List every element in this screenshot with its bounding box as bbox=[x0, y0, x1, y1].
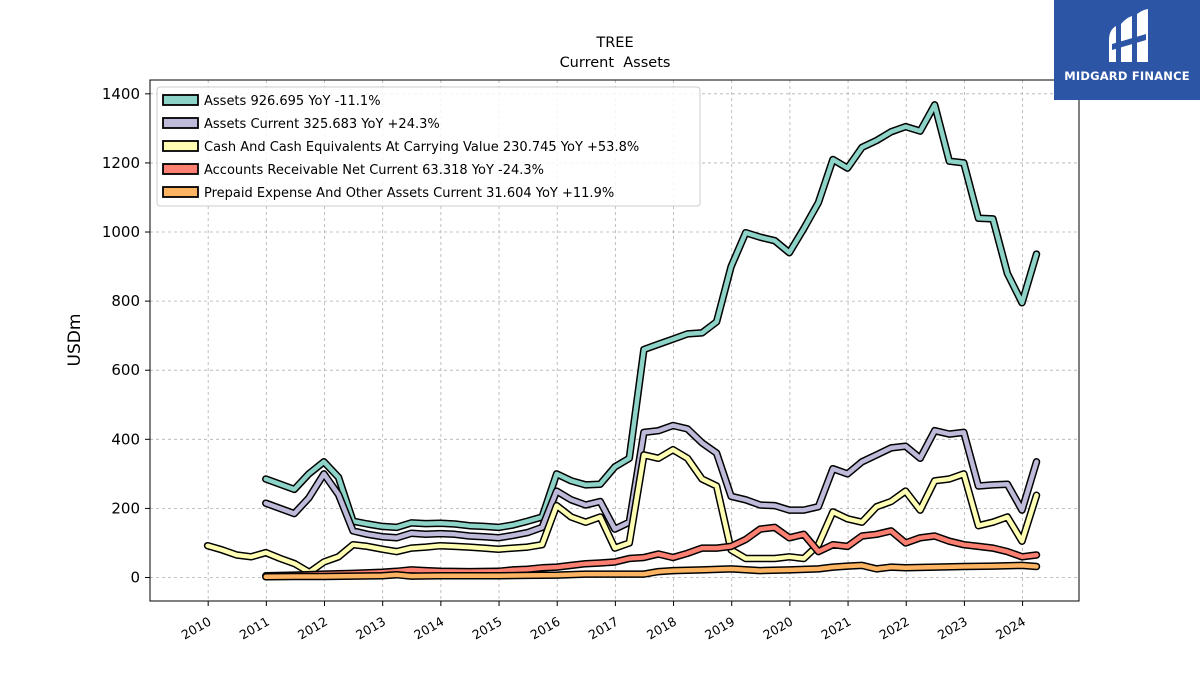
legend-item: Assets 926.695 YoY -11.1% bbox=[162, 94, 381, 109]
logo-text: MIDGARD FINANCE bbox=[1064, 69, 1190, 83]
legend-swatch bbox=[162, 163, 199, 175]
x-tick-label: 2022 bbox=[877, 614, 912, 643]
series-line bbox=[263, 563, 1039, 580]
logo-mark-icon bbox=[1109, 9, 1148, 62]
series-lines bbox=[203, 101, 1041, 581]
x-axis-ticks: 2010 2011 2012 2013 2014 2015 2016 2017 2018 2019… bbox=[179, 601, 1028, 643]
y-tick-label: 800 bbox=[111, 292, 140, 310]
series-line bbox=[263, 423, 1039, 541]
series-line bbox=[263, 102, 1039, 530]
x-tick-label: 2014 bbox=[411, 614, 446, 643]
legend-label: Accounts Receivable Net Current 63.318 Y… bbox=[204, 163, 544, 178]
legend-label: Cash And Cash Equivalents At Carrying Va… bbox=[204, 140, 639, 155]
series-1 bbox=[262, 421, 1041, 542]
legend-item: Assets Current 325.683 YoY +24.3% bbox=[162, 117, 440, 132]
series-2 bbox=[203, 445, 1041, 577]
y-tick-label: 0 bbox=[130, 569, 140, 587]
y-tick-label: 1400 bbox=[102, 85, 140, 103]
series-3 bbox=[262, 523, 1041, 580]
legend-swatch bbox=[162, 94, 199, 106]
legend-swatch bbox=[162, 186, 199, 198]
x-tick-label: 2023 bbox=[935, 614, 970, 643]
legend-item: Accounts Receivable Net Current 63.318 Y… bbox=[162, 163, 544, 178]
y-axis-label: USDm bbox=[65, 314, 85, 367]
series-0 bbox=[262, 101, 1041, 532]
series-line bbox=[205, 447, 1039, 575]
x-tick-label: 2011 bbox=[237, 614, 272, 643]
x-tick-label: 2010 bbox=[179, 614, 214, 643]
legend-label: Prepaid Expense And Other Assets Current… bbox=[204, 186, 614, 201]
x-tick-label: 2020 bbox=[760, 614, 795, 643]
legend-swatch bbox=[162, 140, 199, 152]
x-tick-label: 2017 bbox=[586, 614, 621, 643]
y-tick-label: 600 bbox=[111, 361, 140, 379]
legend-item: Prepaid Expense And Other Assets Current… bbox=[162, 186, 614, 201]
series-4 bbox=[262, 561, 1041, 581]
series-line bbox=[263, 525, 1039, 579]
legend: Assets 926.695 YoY -11.1% Assets Current … bbox=[156, 86, 701, 207]
x-tick-label: 2012 bbox=[295, 614, 330, 643]
x-tick-label: 2013 bbox=[353, 614, 388, 643]
y-axis-ticks: 0 200 400 600 800 1000 1200 1400 bbox=[102, 85, 150, 587]
plot-frame bbox=[149, 79, 1080, 602]
chart-subtitle: Current Assets bbox=[560, 55, 671, 71]
brand-logo: MIDGARD FINANCE bbox=[1054, 0, 1200, 100]
x-tick-label: 2019 bbox=[702, 614, 737, 643]
legend-label: Assets Current 325.683 YoY +24.3% bbox=[204, 117, 440, 132]
legend-box bbox=[156, 86, 701, 207]
y-tick-label: 400 bbox=[111, 430, 140, 448]
x-tick-label: 2021 bbox=[819, 614, 854, 643]
legend-swatch bbox=[162, 117, 199, 129]
x-tick-label: 2024 bbox=[993, 614, 1028, 643]
legend-item: Cash And Cash Equivalents At Carrying Va… bbox=[162, 140, 639, 155]
y-tick-label: 1000 bbox=[102, 223, 140, 241]
x-tick-label: 2018 bbox=[644, 614, 679, 643]
y-tick-label: 1200 bbox=[102, 154, 140, 172]
chart-title: TREE bbox=[595, 35, 633, 51]
series-line-outline bbox=[262, 421, 1041, 542]
legend-label: Assets 926.695 YoY -11.1% bbox=[204, 94, 381, 109]
x-tick-label: 2015 bbox=[469, 614, 504, 643]
y-tick-label: 200 bbox=[111, 499, 140, 517]
x-tick-label: 2016 bbox=[528, 614, 563, 643]
